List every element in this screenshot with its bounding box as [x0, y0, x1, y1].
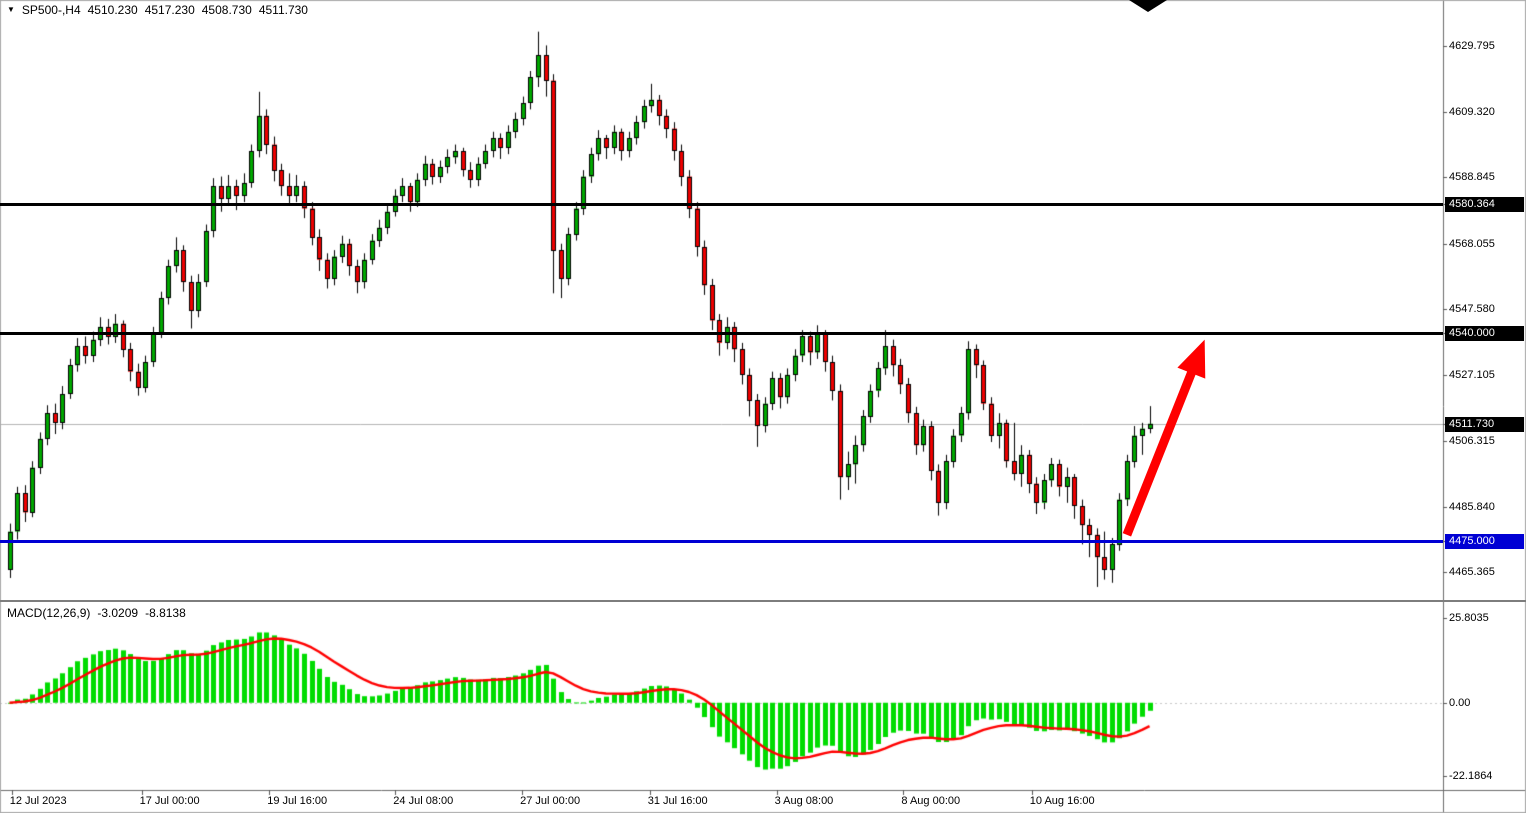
symbol-dropdown-icon[interactable]: ▼ — [7, 5, 15, 14]
time-axis-label: 19 Jul 16:00 — [267, 795, 328, 807]
macd-indicator-label: MACD(12,26,9) -3.0209 -8.8138 — [7, 606, 186, 620]
price-axis-label: 4485.840 — [1449, 500, 1495, 513]
macd-value: -3.0209 — [97, 606, 139, 620]
time-axis-label: 17 Jul 00:00 — [139, 795, 200, 807]
ohlc-high: 4517.230 — [144, 3, 195, 17]
price-badge: 4475.000 — [1445, 534, 1524, 550]
pane-separator-handle[interactable] — [0, 600, 1526, 602]
time-axis-label: 12 Jul 2023 — [9, 795, 67, 807]
symbol-timeframe-label: SP500-,H4 — [21, 3, 81, 17]
macd-signal-value: -8.8138 — [145, 606, 186, 620]
time-axis-label: 3 Aug 08:00 — [774, 795, 834, 807]
price-axis-label: 4527.105 — [1449, 368, 1495, 381]
price-axis-label: 4547.580 — [1449, 303, 1495, 316]
hline-resistance-4580[interactable] — [0, 202, 1443, 206]
hline-support-4475[interactable] — [0, 539, 1443, 543]
price-axis[interactable]: 4629.795 4609.320 4588.845 4568.055 4547.580… — [1443, 0, 1526, 790]
price-badge: 4580.364 — [1445, 197, 1524, 213]
ohlc-low: 4508.730 — [201, 3, 252, 17]
hline-resistance-4540[interactable] — [0, 331, 1443, 335]
price-axis-label: 4609.320 — [1449, 105, 1495, 118]
price-axis-label: 4506.315 — [1449, 435, 1495, 448]
time-axis-label: 24 Jul 08:00 — [393, 795, 454, 807]
time-axis[interactable]: 12 Jul 2023 17 Jul 00:00 19 Jul 16:00 24 Ju… — [0, 791, 1443, 813]
price-axis-label: 4465.365 — [1449, 566, 1495, 578]
ohlc-close: 4511.730 — [258, 3, 308, 17]
macd-axis-label: 25.8035 — [1449, 611, 1489, 624]
price-badge: 4511.730 — [1445, 416, 1524, 432]
price-axis-label: 4588.845 — [1449, 171, 1495, 184]
price-axis-label: 4568.055 — [1449, 237, 1495, 250]
chart-title: ▼ SP500-,H4 4510.230 4517.230 4508.730 4… — [7, 3, 308, 17]
time-axis-label: 31 Jul 16:00 — [647, 795, 708, 807]
time-axis-label: 27 Jul 00:00 — [520, 795, 581, 807]
macd-axis-label: 0.00 — [1449, 696, 1471, 709]
macd-axis-label: -22.1864 — [1449, 769, 1493, 782]
time-axis-label: 10 Aug 16:00 — [1029, 795, 1095, 807]
ohlc-open: 4510.230 — [87, 3, 138, 17]
time-axis-label: 8 Aug 00:00 — [901, 795, 961, 807]
macd-name: MACD(12,26,9) — [7, 606, 91, 620]
price-axis-label: 4629.795 — [1449, 40, 1495, 53]
price-badge: 4540.000 — [1445, 326, 1524, 342]
chart-shift-marker[interactable] — [1129, 0, 1167, 12]
